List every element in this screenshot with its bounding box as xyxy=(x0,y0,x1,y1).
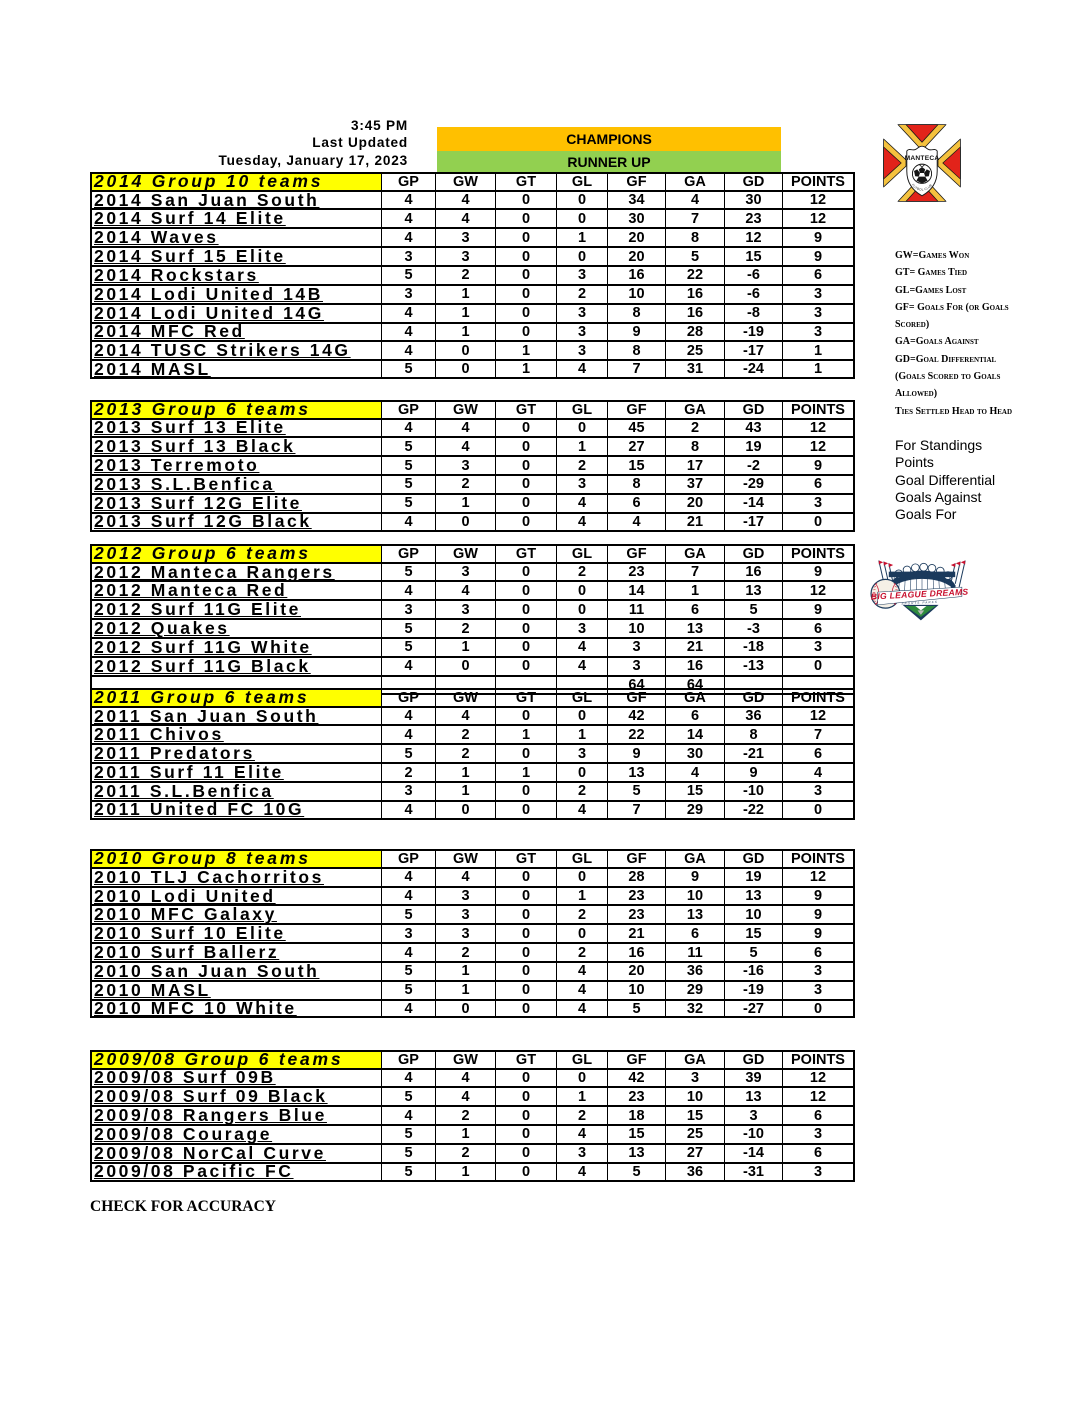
svg-text:MANTECA: MANTECA xyxy=(905,155,940,162)
